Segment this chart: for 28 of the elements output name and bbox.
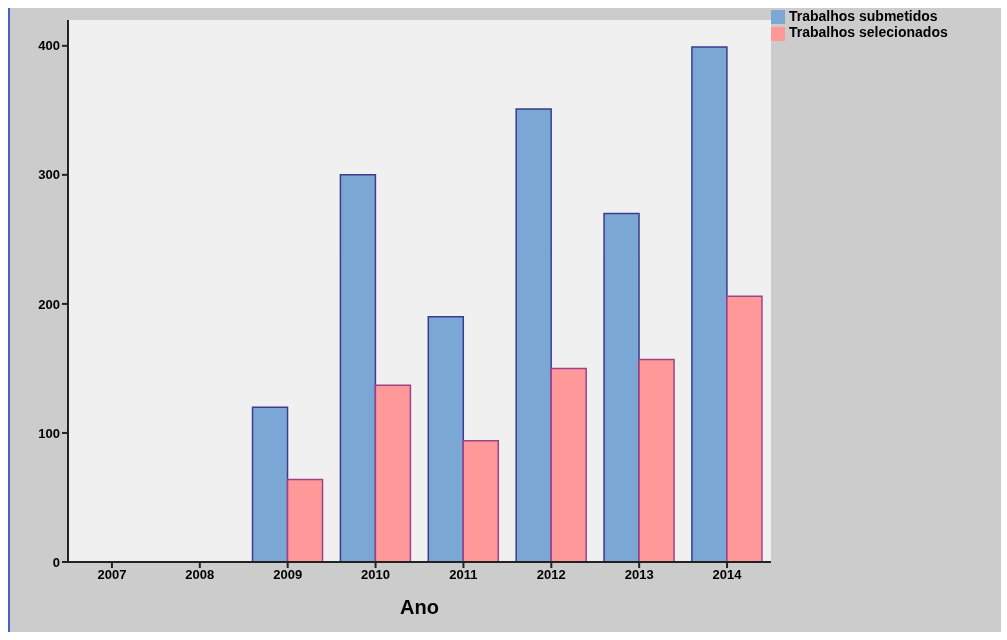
legend-label: Trabalhos submetidos bbox=[789, 8, 938, 24]
x-tick-label: 2012 bbox=[536, 567, 566, 583]
bar bbox=[515, 108, 552, 562]
x-tick-label: 2014 bbox=[712, 567, 743, 583]
legend-label: Trabalhos selecionados bbox=[789, 24, 948, 41]
bar bbox=[427, 316, 465, 562]
bar bbox=[339, 174, 377, 562]
bar bbox=[251, 406, 289, 562]
bar bbox=[550, 367, 587, 562]
y-tick-label: 200 bbox=[38, 296, 60, 312]
x-axis-title: Ano bbox=[400, 596, 439, 618]
x-tick-label: 2010 bbox=[361, 567, 391, 583]
bar bbox=[691, 46, 728, 562]
x-tick-label: 2007 bbox=[97, 567, 127, 583]
x-tick-label: 2009 bbox=[273, 567, 303, 583]
bar bbox=[286, 478, 324, 562]
bar bbox=[726, 295, 763, 562]
x-tick-label: 2011 bbox=[449, 567, 478, 583]
y-tick-label: 0 bbox=[52, 554, 60, 570]
bar bbox=[603, 212, 640, 562]
bar bbox=[462, 439, 500, 562]
bar bbox=[374, 384, 412, 562]
x-tick-label: 2008 bbox=[185, 567, 215, 583]
bar bbox=[638, 358, 675, 562]
y-tick-label: 400 bbox=[38, 38, 60, 54]
x-tick-label: 2013 bbox=[624, 567, 654, 583]
y-tick-label: 300 bbox=[38, 167, 60, 183]
y-tick-label: 100 bbox=[38, 425, 60, 441]
